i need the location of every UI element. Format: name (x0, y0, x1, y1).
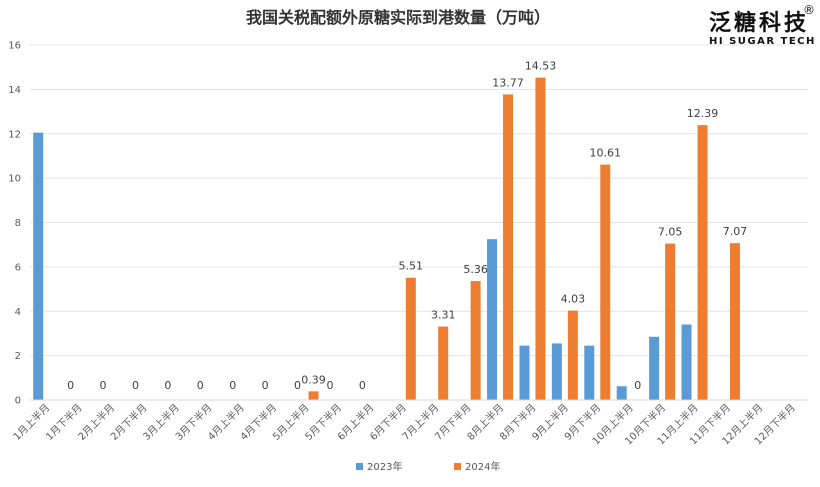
brand-name-cn: 泛糖科技 (709, 10, 809, 36)
bar-2023年-8月上半月 (487, 239, 498, 400)
legend-swatch (356, 463, 363, 470)
bar-2024年-8月下半月 (535, 77, 546, 400)
data-label: 0 (359, 379, 366, 392)
bar-2024年-9月下半月 (600, 164, 611, 400)
data-label: 0 (67, 379, 74, 392)
y-tick-label: 0 (15, 396, 21, 407)
data-label: 7.05 (658, 226, 683, 239)
bar-2024年-11月下半月 (729, 243, 740, 400)
bar-2023年-8月下半月 (519, 345, 530, 400)
data-label: 0 (294, 379, 301, 392)
data-label: 0 (326, 379, 333, 392)
legend-swatch (454, 463, 461, 470)
y-tick-label: 14 (8, 85, 21, 96)
y-tick-label: 10 (8, 174, 21, 185)
brand-registered-mark: ® (803, 3, 815, 17)
bar-2023年-10月上半月 (616, 386, 627, 400)
data-label: 14.53 (525, 60, 557, 73)
data-label: 13.77 (492, 76, 524, 89)
data-label: 0 (132, 379, 139, 392)
data-label: 3.31 (431, 309, 456, 322)
data-label: 10.61 (590, 147, 622, 160)
bar-2024年-7月上半月 (438, 326, 449, 400)
bars (33, 77, 740, 401)
bar-2024年-5月上半月 (308, 391, 319, 400)
data-label: 0 (197, 379, 204, 392)
bar-2023年-10月下半月 (649, 336, 660, 400)
y-tick-label: 4 (15, 307, 21, 318)
y-tick-label: 6 (15, 262, 21, 273)
data-label: 0 (262, 379, 269, 392)
bar-2023年-1月上半月 (33, 132, 44, 400)
chart-title: 我国关税配额外原糖实际到港数量（万吨） (246, 8, 550, 27)
bar-2023年-9月上半月 (551, 343, 562, 400)
data-label: 0 (100, 379, 107, 392)
bar-2024年-9月上半月 (567, 310, 578, 400)
data-label: 0 (229, 379, 236, 392)
brand-logo: 泛糖科技 ® HI SUGAR TECH (709, 3, 816, 47)
data-label: 0 (634, 379, 641, 392)
bar-2024年-8月上半月 (503, 94, 514, 401)
bar-2024年-10月下半月 (665, 243, 676, 400)
bar-2023年-11月上半月 (681, 324, 692, 400)
data-label: 7.07 (723, 225, 748, 238)
y-tick-label: 12 (8, 129, 21, 140)
bar-2024年-11月上半月 (697, 125, 708, 401)
legend-label: 2023年 (367, 460, 402, 473)
data-label: 0.39 (301, 373, 326, 386)
data-labels: 0 0 0 0 0 0 0 0 0 00.395.513.315.3613.7714.534.03… (67, 60, 747, 392)
data-label: 5.51 (399, 260, 424, 273)
data-label: 0 (164, 379, 171, 392)
brand-name-en: HI SUGAR TECH (709, 36, 816, 47)
x-axis-categories: 1月上半月1月下半月2月上半月2月下半月3月上半月3月下半月4月上半月4月下半月… (10, 401, 798, 447)
y-tick-label: 16 (8, 41, 21, 52)
data-label: 12.39 (687, 107, 719, 120)
bar-2023年-9月下半月 (584, 345, 595, 400)
y-axis-ticks: 0 2 4 6 8 10 12 14 16 (8, 41, 21, 407)
bar-2024年-7月下半月 (470, 281, 481, 400)
y-tick-label: 8 (15, 218, 21, 229)
y-tick-label: 2 (15, 351, 21, 362)
gridlines (30, 44, 808, 357)
data-label: 5.36 (463, 263, 488, 276)
data-label: 4.03 (561, 293, 586, 306)
bar-2024年-6月下半月 (405, 277, 416, 400)
legend: 2023年 2024年 (356, 460, 500, 473)
legend-label: 2024年 (465, 460, 500, 473)
